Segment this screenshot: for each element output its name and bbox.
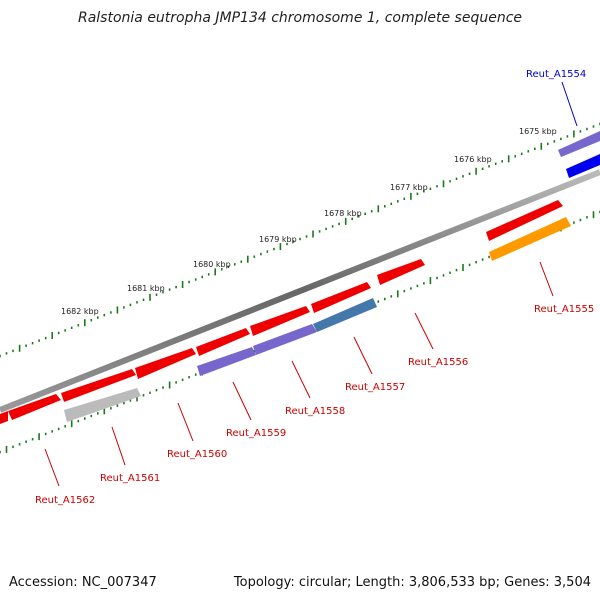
gene-label[interactable]: Reut_A1554	[526, 69, 586, 80]
gene-feature[interactable]	[0, 411, 8, 424]
scale-label-1680: 1680 kbp	[193, 260, 231, 269]
gene-feature[interactable]	[250, 306, 310, 336]
forward-genes	[0, 131, 600, 424]
gene-feature[interactable]	[558, 131, 600, 157]
gene-label[interactable]: Reut_A1562	[35, 495, 95, 506]
leader-line	[353, 336, 373, 375]
gene-feature[interactable]	[489, 217, 571, 261]
gene-label[interactable]: Reut_A1556	[408, 357, 468, 368]
outer-scale-ring	[0, 122, 600, 358]
scale-label-1682: 1682 kbp	[61, 307, 99, 316]
leader-line	[232, 381, 252, 421]
gene-label[interactable]: Reut_A1558	[285, 406, 345, 417]
gene-feature[interactable]	[64, 388, 141, 422]
leader-line	[291, 360, 311, 399]
leader-line	[177, 402, 194, 442]
leader-line	[414, 312, 434, 350]
leader-line	[539, 261, 554, 297]
gene-label[interactable]: Reut_A1559	[226, 428, 286, 439]
reverse-genes	[64, 217, 571, 422]
scale-label-1681: 1681 kbp	[127, 284, 165, 293]
topology-text: Topology: circular; Length: 3,806,533 bp…	[233, 575, 591, 590]
gene-feature[interactable]	[486, 200, 563, 241]
gene-label[interactable]: Reut_A1561	[100, 473, 160, 484]
gene-label[interactable]: Reut_A1555	[534, 304, 594, 315]
scale-label-1676: 1676 kbp	[454, 155, 492, 164]
chromosome-backbone	[0, 169, 600, 413]
gene-feature[interactable]	[313, 298, 377, 332]
leader-line	[561, 81, 578, 127]
gene-labels: Reut_A1554 Reut_A1555 Reut_A1556 Reut_A1…	[35, 69, 594, 506]
gene-feature[interactable]	[377, 259, 425, 285]
gene-feature[interactable]	[311, 282, 371, 313]
gene-feature[interactable]	[253, 324, 317, 355]
scale-label-1679: 1679 kbp	[259, 235, 297, 244]
gene-feature[interactable]	[8, 394, 61, 420]
scale-label-1678: 1678 kbp	[324, 209, 362, 218]
leader-line	[44, 448, 60, 487]
scale-label-1675: 1675 kbp	[519, 127, 557, 136]
gene-feature[interactable]	[196, 328, 250, 356]
accession-text: Accession: NC_007347	[9, 575, 157, 590]
leader-line	[111, 426, 126, 466]
gene-label[interactable]: Reut_A1557	[345, 382, 405, 393]
gene-feature[interactable]	[566, 154, 600, 178]
label-leaders	[44, 81, 578, 487]
map-title: Ralstonia eutropha JMP134 chromosome 1, …	[77, 10, 522, 26]
scale-labels: 1675 kbp 1676 kbp 1677 kbp 1678 kbp 1679…	[61, 127, 557, 316]
gene-label[interactable]: Reut_A1560	[167, 449, 227, 460]
scale-label-1677: 1677 kbp	[390, 183, 428, 192]
gene-feature[interactable]	[197, 347, 256, 376]
gene-feature[interactable]	[135, 348, 196, 379]
gene-feature[interactable]	[61, 369, 136, 402]
